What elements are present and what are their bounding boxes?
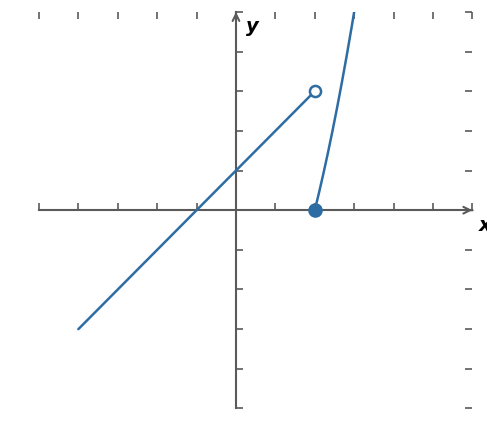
Text: y: y xyxy=(246,17,259,36)
Text: x: x xyxy=(478,215,487,234)
